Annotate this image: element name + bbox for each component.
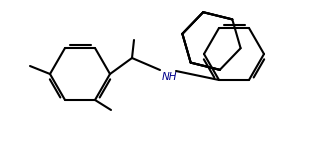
Text: NH: NH <box>162 72 177 82</box>
